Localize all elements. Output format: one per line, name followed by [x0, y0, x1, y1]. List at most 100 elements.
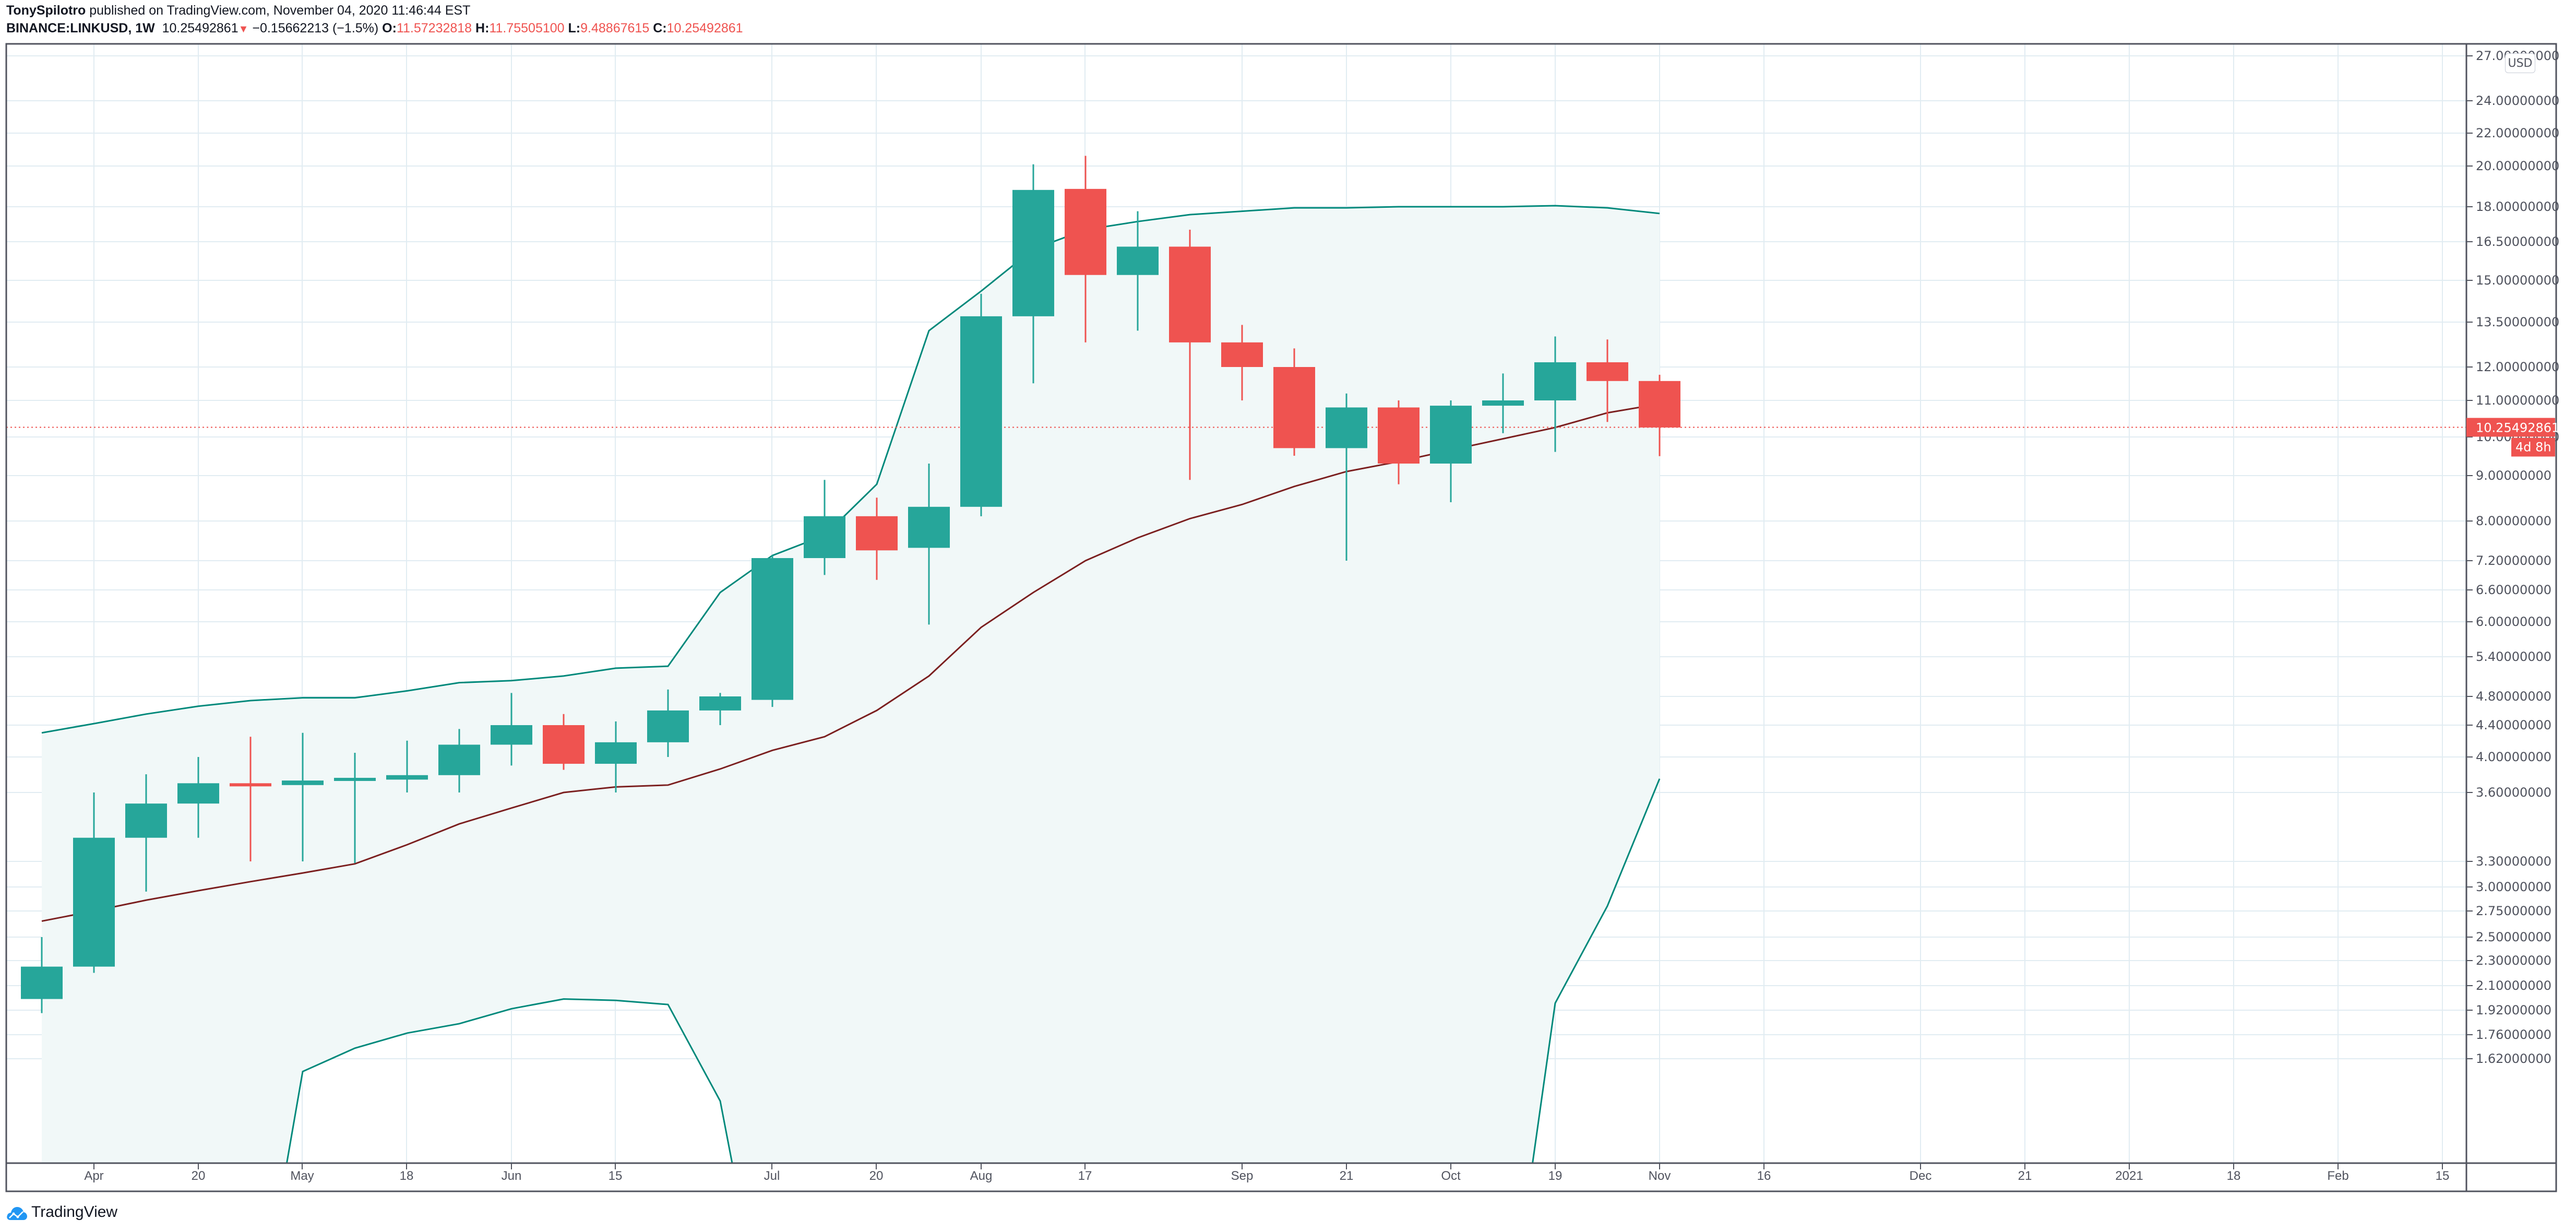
- candle[interactable]: [908, 463, 950, 625]
- band-fill: [42, 205, 1660, 1163]
- time-tick-label: 15: [609, 1169, 623, 1183]
- price-tick-label: 9.00000000: [2476, 468, 2551, 483]
- time-tick-label: 18: [2227, 1169, 2241, 1183]
- time-tick-label: 21: [1340, 1169, 1354, 1183]
- price-tick-label: 1.92000000: [2476, 1003, 2551, 1017]
- svg-text:10.25492861: 10.25492861: [2476, 421, 2559, 435]
- candle[interactable]: [595, 721, 637, 792]
- author-name[interactable]: TonySpilotro: [6, 3, 86, 18]
- candle[interactable]: [752, 555, 793, 707]
- high-value: 11.75505100: [489, 21, 565, 35]
- price-tick-label: 2.50000000: [2476, 930, 2551, 944]
- candle[interactable]: [1117, 211, 1159, 331]
- price-tick-label: 1.62000000: [2476, 1051, 2551, 1066]
- low-value: 9.48867615: [580, 21, 650, 35]
- price-tick-label: 24.00000000: [2476, 93, 2559, 108]
- plot-area[interactable]: [6, 44, 2466, 1231]
- candle[interactable]: [1587, 339, 1628, 422]
- price-tick-label: 1.76000000: [2476, 1027, 2551, 1042]
- price-tick-label: 13.50000000: [2476, 315, 2559, 329]
- time-tick-label: May: [290, 1169, 314, 1183]
- candle[interactable]: [543, 714, 585, 770]
- price-tick-label: 6.60000000: [2476, 583, 2551, 597]
- time-tick-label: 20: [192, 1169, 206, 1183]
- price-tick-label: 4.40000000: [2476, 718, 2551, 732]
- candle[interactable]: [1221, 325, 1263, 400]
- tradingview-branding[interactable]: TradingView: [6, 1203, 117, 1221]
- candle[interactable]: [1065, 156, 1106, 342]
- last-price: 10.25492861: [162, 21, 238, 35]
- brand-name: TradingView: [31, 1203, 118, 1221]
- price-tick-label: 8.00000000: [2476, 514, 2551, 528]
- price-tick-label: 2.10000000: [2476, 978, 2551, 993]
- down-arrow-icon: ▼: [238, 23, 249, 35]
- time-tick-label: 17: [1078, 1169, 1092, 1183]
- price-tick-label: 2.30000000: [2476, 953, 2551, 968]
- time-tick-label: Nov: [1649, 1169, 1671, 1183]
- candle[interactable]: [1482, 373, 1524, 433]
- symbol-legend: BINANCE:LINKUSD, 1W 10.25492861▼ −0.1566…: [6, 21, 743, 36]
- candle[interactable]: [125, 774, 167, 892]
- price-change: −0.15662213 (−1.5%): [252, 21, 379, 35]
- time-tick-label: 15: [2436, 1169, 2450, 1183]
- high-label: H:: [475, 21, 490, 35]
- time-tick-label: Oct: [1441, 1169, 1461, 1183]
- candle[interactable]: [177, 757, 219, 838]
- publish-info: TonySpilotro published on TradingView.co…: [6, 3, 470, 18]
- time-tick-label: 18: [400, 1169, 414, 1183]
- price-tick-label: 4.80000000: [2476, 689, 2551, 704]
- candle[interactable]: [856, 498, 898, 580]
- time-tick-label: Apr: [84, 1169, 103, 1183]
- price-tick-label: 2.75000000: [2476, 904, 2551, 918]
- candle[interactable]: [699, 693, 741, 725]
- candle[interactable]: [1273, 348, 1315, 456]
- candle[interactable]: [1430, 400, 1472, 502]
- candle[interactable]: [960, 293, 1002, 516]
- close-label: C:: [653, 21, 667, 35]
- candle[interactable]: [1169, 230, 1211, 480]
- countdown-label: [2511, 437, 2555, 457]
- price-tick-label: 4.00000000: [2476, 750, 2551, 764]
- candle[interactable]: [73, 792, 115, 973]
- candle[interactable]: [438, 729, 480, 792]
- chart-frame: [5, 43, 2557, 1192]
- time-tick-label: Jul: [764, 1169, 780, 1183]
- last-price-label: 10.25492861 4d 8h: [2466, 418, 2559, 457]
- upper-band-line: [41, 205, 1660, 734]
- candle[interactable]: [1534, 336, 1576, 452]
- candle[interactable]: [491, 693, 532, 766]
- price-tick-label: 12.00000000: [2476, 360, 2559, 374]
- candle[interactable]: [282, 732, 324, 861]
- open-value: 11.57232818: [396, 21, 472, 35]
- price-tick-label: 20.00000000: [2476, 159, 2559, 173]
- lower-band-line: [285, 778, 1661, 1163]
- time-tick-label: Dec: [1910, 1169, 1932, 1183]
- time-axis[interactable]: Apr 20 May 18 Jun 15 Jul 20 Aug 17 Sep 21 Oct 19 Nov 16…: [84, 1163, 2449, 1183]
- candle[interactable]: [1326, 393, 1367, 561]
- currency-badge[interactable]: USD: [2505, 53, 2535, 73]
- candle[interactable]: [1012, 164, 1054, 384]
- price-tick-label: 3.00000000: [2476, 880, 2551, 894]
- candle[interactable]: [21, 937, 63, 1013]
- close-value: 10.25492861: [666, 21, 743, 35]
- price-axis[interactable]: 27.0000000024.0000000022.0000000020.0000…: [2466, 49, 2559, 1066]
- candle[interactable]: [804, 480, 845, 575]
- candle[interactable]: [386, 740, 428, 792]
- price-tick-label: 18.00000000: [2476, 199, 2559, 214]
- price-tick-label: 6.00000000: [2476, 614, 2551, 629]
- candle[interactable]: [1378, 400, 1420, 484]
- candle[interactable]: [230, 737, 271, 861]
- symbol-name[interactable]: BINANCE:LINKUSD, 1W: [6, 21, 155, 35]
- candle[interactable]: [334, 753, 376, 863]
- price-tick-label: 22.00000000: [2476, 126, 2559, 140]
- time-tick-label: 16: [1757, 1169, 1771, 1183]
- price-tick-label: 5.40000000: [2476, 649, 2551, 664]
- time-tick-label: 20: [869, 1169, 884, 1183]
- price-tick-label: 11.00000000: [2476, 393, 2559, 408]
- time-tick-label: Aug: [970, 1169, 993, 1183]
- candle[interactable]: [647, 689, 689, 757]
- price-tick-label: 3.30000000: [2476, 854, 2551, 869]
- price-tick-label: 3.60000000: [2476, 785, 2551, 800]
- candle[interactable]: [1639, 374, 1680, 456]
